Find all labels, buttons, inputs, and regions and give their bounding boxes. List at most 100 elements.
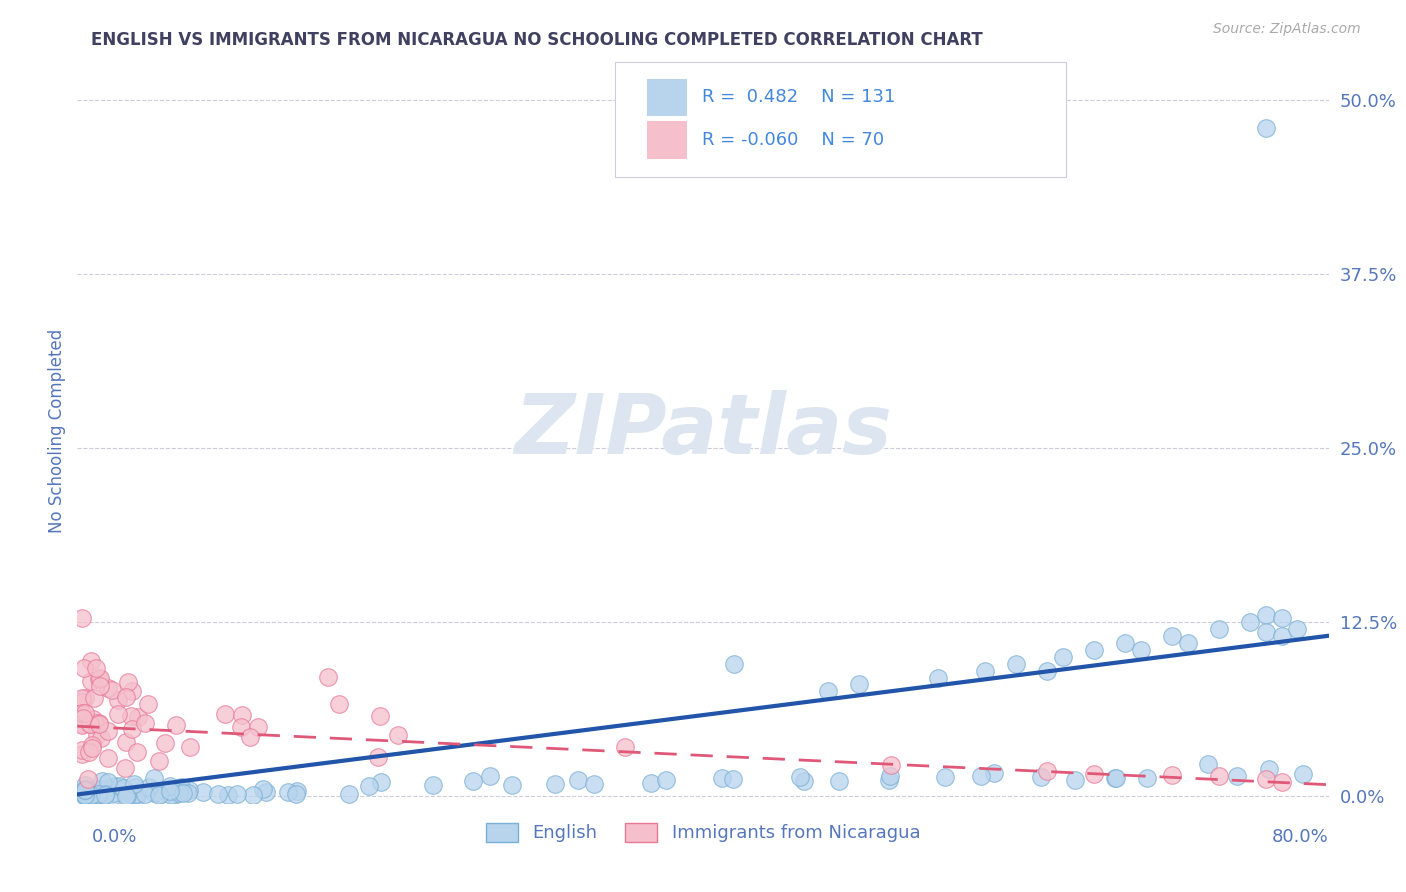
Point xyxy=(127,710,149,724)
Point xyxy=(422,778,444,792)
Point xyxy=(125,788,148,802)
Point xyxy=(70,695,93,709)
Point xyxy=(640,776,662,790)
Text: R = -0.060    N = 70: R = -0.060 N = 70 xyxy=(702,131,884,149)
Point xyxy=(84,788,107,802)
Point xyxy=(90,731,112,746)
Point xyxy=(191,784,214,798)
Point xyxy=(162,788,184,802)
Point xyxy=(793,774,815,789)
Point xyxy=(1031,770,1053,784)
Point xyxy=(84,715,107,730)
Point xyxy=(127,745,149,759)
Point xyxy=(80,788,103,802)
Point xyxy=(567,772,589,787)
Point xyxy=(94,788,117,802)
Point xyxy=(79,786,101,800)
Point xyxy=(75,788,97,802)
Point xyxy=(934,770,956,784)
Point xyxy=(75,787,97,801)
Point xyxy=(82,785,104,799)
Point xyxy=(121,722,143,736)
Point xyxy=(879,772,901,787)
Point xyxy=(1130,642,1153,657)
Point xyxy=(167,786,190,800)
Point xyxy=(1271,610,1294,624)
Point xyxy=(1064,772,1087,787)
Point xyxy=(143,771,166,785)
Point xyxy=(501,778,523,792)
Point xyxy=(114,761,136,775)
Point xyxy=(89,715,111,730)
Point xyxy=(1104,771,1126,785)
Point xyxy=(284,787,307,801)
Point xyxy=(134,787,156,801)
Point xyxy=(108,780,131,794)
Point xyxy=(159,779,181,793)
Point xyxy=(80,787,103,801)
Point xyxy=(94,788,117,802)
Point xyxy=(655,773,678,788)
Point xyxy=(70,691,93,706)
Point xyxy=(316,671,339,685)
Point xyxy=(79,782,101,797)
Point xyxy=(828,774,851,789)
Point xyxy=(159,788,181,802)
Point xyxy=(77,772,100,787)
Point xyxy=(1083,766,1105,780)
Point xyxy=(479,769,502,783)
Point xyxy=(73,660,96,674)
Point xyxy=(177,786,200,800)
Point xyxy=(1114,636,1136,650)
Point xyxy=(125,789,148,803)
Point xyxy=(80,654,103,668)
Point xyxy=(138,780,160,794)
Point xyxy=(1036,664,1059,678)
Point xyxy=(1254,120,1277,135)
Point xyxy=(252,781,274,796)
Point xyxy=(115,690,138,704)
Point xyxy=(613,740,636,755)
Point xyxy=(1004,657,1026,671)
Point xyxy=(148,754,170,768)
Point xyxy=(87,787,110,801)
Point xyxy=(89,782,111,797)
Point xyxy=(370,775,392,789)
Point xyxy=(1239,615,1261,629)
Point xyxy=(120,708,142,723)
Point xyxy=(1226,769,1249,783)
Point xyxy=(75,789,97,803)
Point xyxy=(359,779,381,793)
Point xyxy=(101,789,124,803)
Point xyxy=(86,788,108,802)
Point xyxy=(97,775,120,789)
FancyBboxPatch shape xyxy=(616,62,1066,178)
Point xyxy=(225,787,247,801)
Point xyxy=(177,782,200,797)
Point xyxy=(112,780,135,795)
Point xyxy=(70,706,93,720)
Point xyxy=(461,774,484,789)
Point xyxy=(82,712,104,726)
Point xyxy=(789,770,811,784)
Point xyxy=(76,784,98,798)
Point xyxy=(70,717,93,731)
Point xyxy=(1136,771,1159,785)
Text: Source: ZipAtlas.com: Source: ZipAtlas.com xyxy=(1213,22,1361,37)
Point xyxy=(75,786,97,800)
Point xyxy=(1083,642,1105,657)
Point xyxy=(1208,622,1230,636)
Point xyxy=(75,788,97,802)
Point xyxy=(115,734,138,748)
Point xyxy=(75,789,97,803)
Point xyxy=(1254,607,1277,622)
Point xyxy=(239,730,262,744)
Point xyxy=(582,777,605,791)
Point xyxy=(1208,769,1230,783)
Point xyxy=(277,784,299,798)
Point xyxy=(880,758,903,772)
Point xyxy=(207,787,229,801)
Point xyxy=(231,707,253,722)
Point xyxy=(136,698,159,712)
Point xyxy=(76,785,98,799)
